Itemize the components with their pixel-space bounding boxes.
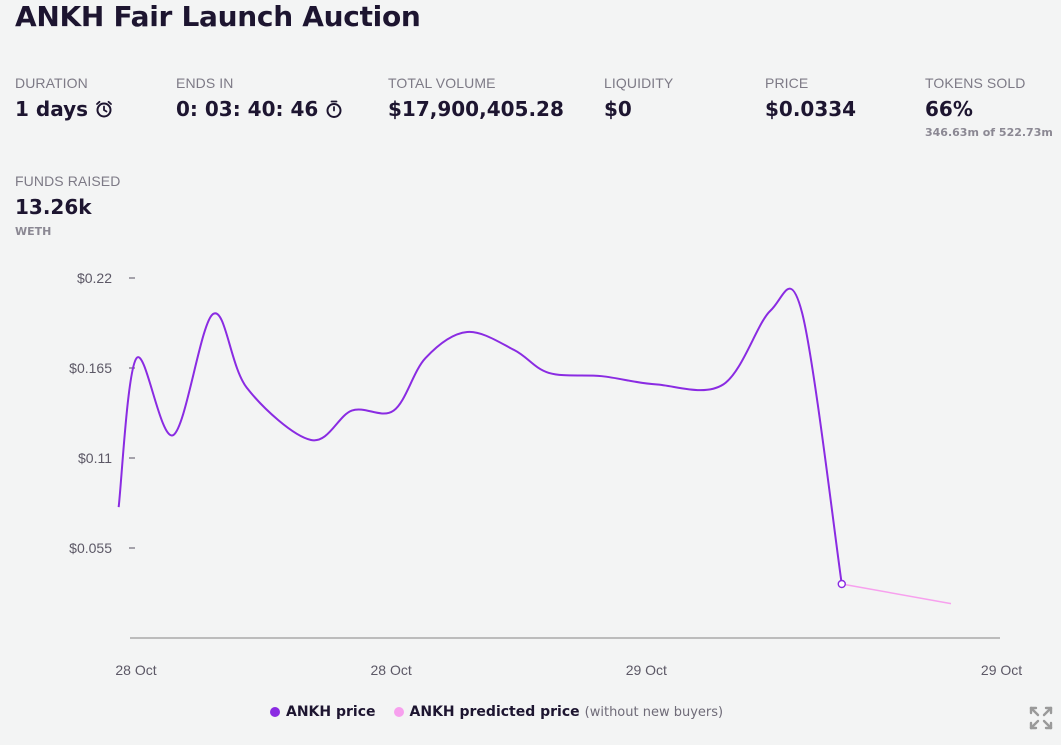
chart-legend: ANKH price ANKH predicted price (without… (270, 704, 741, 720)
legend-label-predicted: ANKH predicted price (409, 704, 580, 720)
stat-value: $0 (604, 97, 632, 121)
stat-value: $17,900,405.28 (388, 97, 564, 121)
stat-tokens-sold: TOKENS SOLD 66% 346.63m of 522.73m (925, 75, 1053, 139)
stat-value: $0.0334 (765, 97, 857, 121)
stat-ends-in: ENDS IN 0: 03: 40: 46 (176, 75, 344, 121)
legend-item-price[interactable]: ANKH price (270, 704, 376, 720)
stat-value: 66% (925, 97, 973, 121)
legend-item-predicted[interactable]: ANKH predicted price (without new buyers… (393, 704, 724, 720)
stat-label: PRICE (765, 75, 809, 91)
stat-total-volume: TOTAL VOLUME $17,900,405.28 (388, 75, 564, 121)
x-tick-label: 28 Oct (115, 662, 156, 678)
stat-unit: WETH (15, 225, 52, 238)
stat-value: 0: 03: 40: 46 (176, 97, 319, 121)
y-tick-label: $0.22 (77, 270, 112, 286)
current-price-point[interactable] (837, 579, 846, 589)
expand-icon[interactable] (1028, 705, 1054, 731)
series-line-predicted (841, 583, 952, 605)
stat-sub: 346.63m of 522.73m (925, 126, 1053, 139)
page-title: ANKH Fair Launch Auction (15, 0, 421, 33)
stat-value: 1 days (15, 97, 89, 121)
y-tick-label: $0.055 (69, 540, 112, 556)
alarm-clock-icon (96, 100, 112, 118)
series-line-price (117, 287, 843, 585)
stat-duration: DURATION 1 days (15, 75, 114, 121)
stat-value: 13.26k (15, 195, 92, 219)
y-tick-label: $0.165 (69, 360, 112, 376)
stat-label: FUNDS RAISED (15, 173, 121, 189)
legend-note-predicted: (without new buyers) (584, 704, 724, 720)
legend-label-price: ANKH price (286, 704, 376, 720)
stat-price: PRICE $0.0334 (765, 75, 856, 121)
legend-dot-price (270, 707, 280, 717)
y-tick-label: $0.11 (78, 450, 112, 466)
stat-funds-raised: FUNDS RAISED 13.26k WETH (15, 173, 120, 238)
stat-label: TOKENS SOLD (925, 75, 1026, 91)
stat-label: ENDS IN (176, 75, 234, 91)
x-tick-label: 28 Oct (370, 662, 411, 678)
x-tick-label: 29 Oct (626, 662, 667, 678)
stat-label: LIQUIDITY (604, 75, 674, 91)
stopwatch-icon (326, 100, 342, 118)
stat-label: TOTAL VOLUME (388, 75, 496, 91)
legend-dot-predicted (393, 707, 404, 717)
stat-label: DURATION (15, 75, 88, 91)
stat-liquidity: LIQUIDITY $0 (604, 75, 673, 121)
x-tick-label: 29 Oct (981, 662, 1022, 678)
